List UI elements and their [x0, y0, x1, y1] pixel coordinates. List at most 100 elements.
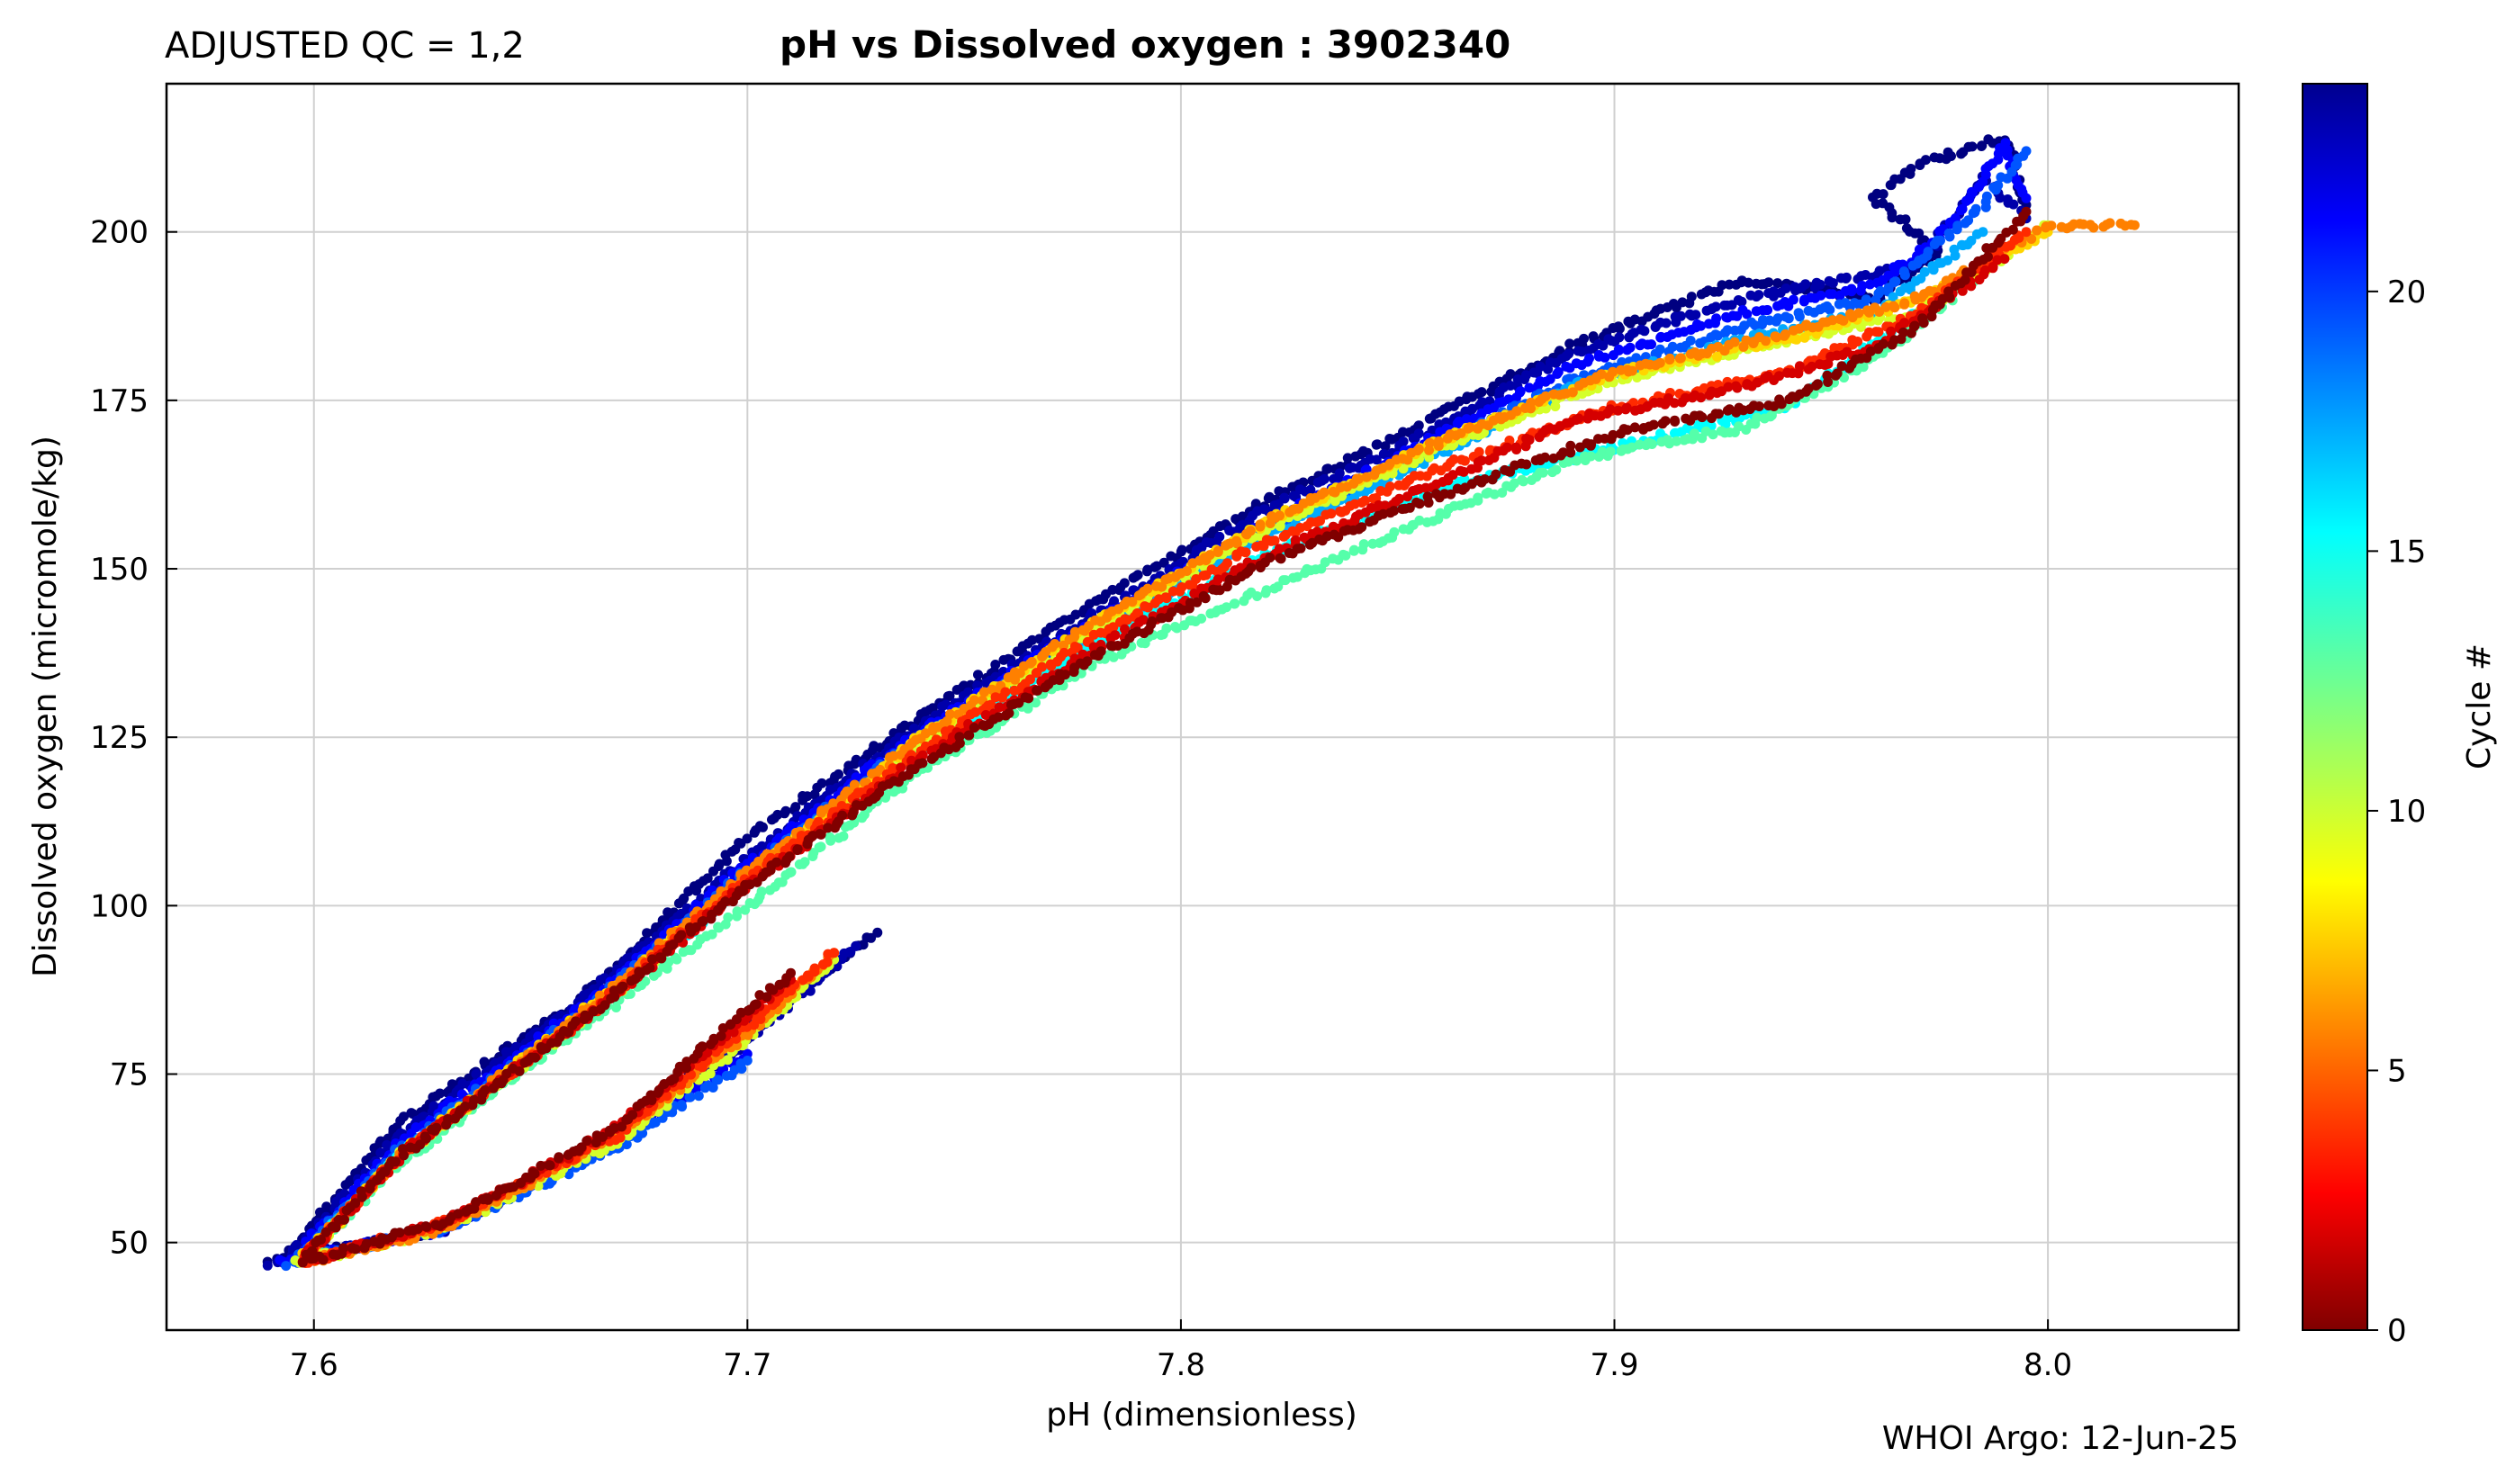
- data-point: [1841, 272, 1852, 283]
- data-point: [1340, 550, 1351, 561]
- data-point: [321, 1201, 332, 1212]
- data-point: [1761, 336, 1771, 346]
- data-point: [1794, 311, 1805, 322]
- data-point: [676, 1100, 687, 1111]
- data-point: [1413, 420, 1424, 431]
- data-point: [1585, 451, 1596, 462]
- data-point: [2032, 225, 2042, 236]
- data-point: [446, 1079, 457, 1090]
- data-point: [1780, 283, 1791, 293]
- data-point: [685, 1092, 696, 1102]
- data-point: [1384, 481, 1395, 492]
- data-point: [1711, 313, 1722, 324]
- data-point: [1398, 436, 1409, 447]
- data-point: [1906, 164, 1916, 174]
- data-point: [1888, 292, 1898, 302]
- data-point: [693, 1091, 704, 1102]
- data-point: [1899, 299, 1910, 310]
- data-point: [1857, 281, 1868, 291]
- data-point: [1898, 266, 1909, 277]
- data-point: [650, 1117, 661, 1128]
- data-point: [640, 976, 651, 986]
- data-point: [1966, 236, 1977, 246]
- data-point: [1222, 558, 1232, 569]
- data-point: [1661, 318, 1672, 328]
- data-point: [1852, 337, 1863, 346]
- data-point: [1957, 203, 1968, 214]
- data-point: [1722, 325, 1733, 336]
- data-point: [1380, 441, 1391, 452]
- data-point: [1255, 519, 1266, 530]
- data-point: [1949, 244, 1960, 255]
- data-point: [1800, 279, 1811, 290]
- data-point: [2129, 220, 2140, 230]
- data-point: [1963, 215, 1974, 226]
- data-point: [1551, 464, 1562, 475]
- data-point: [1292, 571, 1303, 582]
- data-point: [1505, 369, 1516, 380]
- data-point: [1723, 412, 1734, 423]
- data-point: [1654, 357, 1665, 368]
- data-point: [866, 932, 877, 943]
- data-point: [786, 867, 797, 877]
- data-point: [1846, 283, 1857, 294]
- data-point: [1000, 687, 1011, 697]
- data-point: [740, 904, 751, 915]
- data-point: [1646, 439, 1657, 449]
- data-point: [1672, 436, 1681, 446]
- data-point: [2021, 146, 2032, 157]
- data-point: [909, 724, 920, 733]
- data-point: [1614, 323, 1625, 334]
- data-point: [1454, 416, 1465, 427]
- data-point: [1320, 557, 1330, 568]
- data-point: [1564, 348, 1574, 359]
- data-point: [1334, 468, 1345, 479]
- data-point: [642, 928, 653, 939]
- data-point: [292, 1239, 302, 1250]
- data-point: [1654, 344, 1665, 355]
- data-point: [1553, 366, 1564, 377]
- data-point: [1477, 397, 1487, 408]
- data-point: [2046, 220, 2057, 231]
- data-point: [1273, 581, 1284, 592]
- data-point: [1627, 442, 1637, 453]
- data-point: [834, 769, 843, 779]
- data-point: [799, 857, 810, 868]
- data-point: [1664, 353, 1675, 364]
- data-point: [944, 690, 955, 701]
- data-point: [1729, 337, 1740, 347]
- data-point: [1196, 613, 1207, 624]
- data-point: [1966, 186, 1977, 197]
- data-point: [838, 831, 849, 841]
- data-point: [1518, 476, 1528, 487]
- data-point: [621, 1139, 632, 1150]
- data-point: [1161, 623, 1172, 634]
- data-point: [1685, 336, 1696, 346]
- data-point: [2021, 227, 2032, 238]
- data-point: [990, 660, 1001, 670]
- data-point: [1319, 487, 1330, 498]
- data-point: [1772, 313, 1783, 324]
- data-point: [1686, 292, 1697, 302]
- data-point: [1878, 189, 1889, 200]
- data-point: [1503, 394, 1514, 405]
- data-point: [1690, 310, 1701, 320]
- data-point: [625, 988, 636, 999]
- data-point: [471, 1069, 482, 1079]
- data-point: [723, 912, 734, 922]
- data-point: [708, 1083, 718, 1093]
- data-point: [1252, 591, 1263, 601]
- data-point: [1639, 326, 1650, 337]
- data-point: [1889, 302, 1900, 313]
- data-point: [1696, 320, 1706, 331]
- data-point: [281, 1261, 292, 1272]
- data-point: [1214, 531, 1225, 542]
- data-point: [1675, 353, 1686, 364]
- data-point: [2088, 222, 2099, 233]
- data-point: [1027, 634, 1038, 645]
- data-point: [1433, 436, 1444, 446]
- data-point: [1646, 339, 1656, 350]
- data-point: [1890, 276, 1901, 287]
- data-point: [732, 906, 743, 917]
- data-point: [1788, 294, 1798, 305]
